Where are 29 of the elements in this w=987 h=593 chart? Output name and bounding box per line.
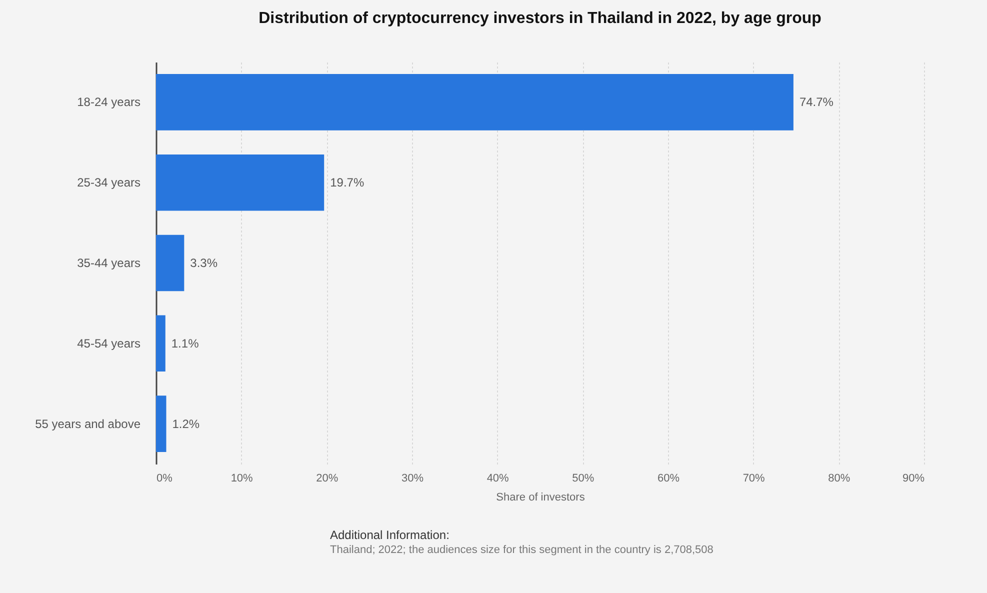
x-tick-label: 20% [316, 472, 338, 484]
x-tick-label: 60% [657, 472, 680, 484]
bar [156, 74, 794, 130]
y-tick-label: 35-44 years [77, 256, 140, 270]
y-tick-label: 18-24 years [77, 95, 140, 110]
y-tick-label: 45-54 years [77, 336, 140, 350]
y-tick-label: 55 years and above [35, 416, 141, 431]
data-label: 19.7% [330, 176, 364, 190]
x-tick-label: 90% [902, 472, 925, 484]
x-tick-label: 70% [742, 472, 766, 484]
y-tick-label: 25-34 years [77, 176, 140, 190]
data-label: 1.2% [172, 416, 200, 431]
text: Additional Information: [330, 528, 450, 542]
x-tick-label: 10% [230, 472, 254, 484]
data-label: 1.1% [171, 336, 200, 350]
x-axis-title: Share of investors [496, 492, 586, 504]
x-tick-label: 50% [572, 472, 594, 484]
bar [156, 315, 166, 372]
bar [156, 154, 324, 211]
data-label: 3.3% [190, 256, 218, 270]
x-tick-label: 30% [401, 472, 424, 484]
text: Thailand; 2022; the audiences size for this segment in the country is 2,708,508 [330, 544, 714, 556]
x-tick-label: 80% [828, 472, 850, 484]
bar [156, 234, 184, 292]
bar [156, 396, 166, 452]
x-tick-label: 0% [156, 472, 173, 484]
x-tick-label: 40% [486, 472, 510, 484]
chart-title: Distribution of cryptocurrency investors in Thailand in 2022, by age group [258, 10, 822, 27]
data-label: 74.7% [799, 95, 834, 110]
